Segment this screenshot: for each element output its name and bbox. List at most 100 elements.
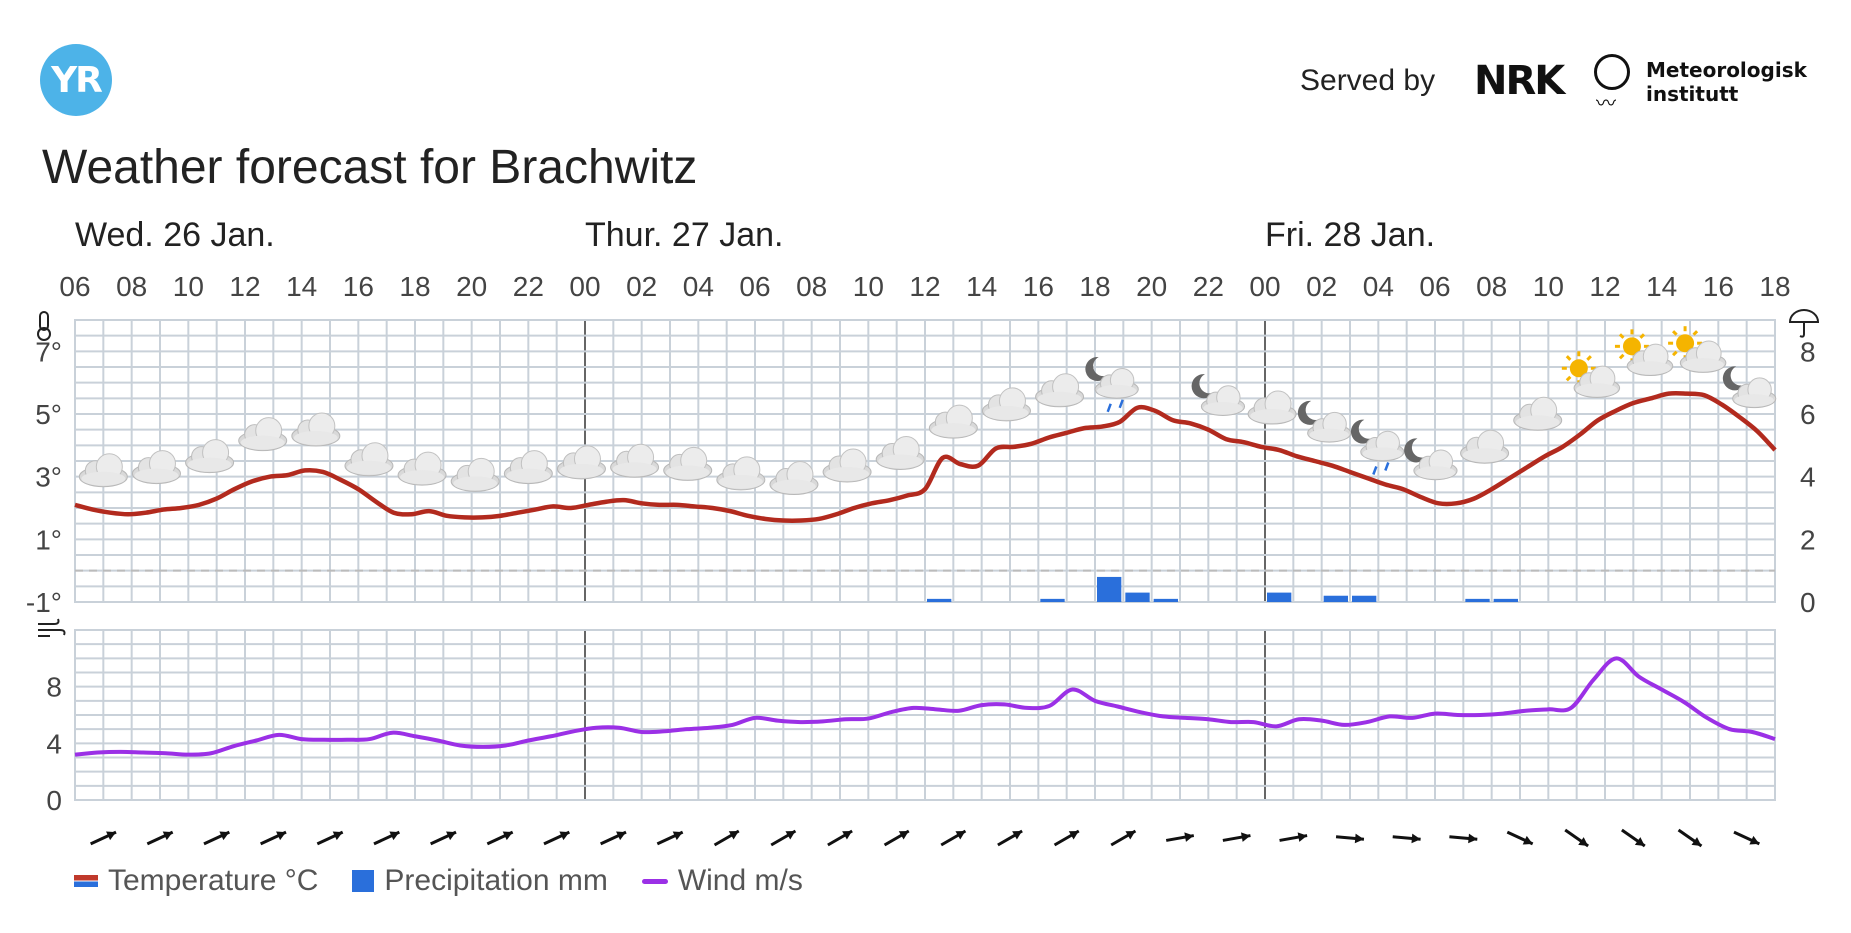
- hour-label: 00: [1249, 271, 1280, 302]
- legend-temperature-label: Temperature °C: [108, 864, 319, 897]
- hour-label: 22: [513, 271, 544, 302]
- temperature-swatch: [74, 875, 98, 887]
- arrow-head: [162, 831, 173, 841]
- arrow-head: [276, 831, 287, 841]
- sun-ray: [1672, 330, 1678, 336]
- cloud-part: [771, 479, 816, 494]
- arrow-head: [1240, 832, 1251, 842]
- page-title: Weather forecast for Brachwitz: [42, 141, 698, 194]
- cloud-part: [1096, 384, 1137, 398]
- hour-label: 18: [399, 271, 430, 302]
- temperature-tick: 7°: [35, 336, 62, 367]
- partly-cloudy-day-icon: [1561, 351, 1621, 398]
- met-circle-icon: [1594, 54, 1630, 90]
- legend-precipitation[interactable]: Precipitation mm: [352, 864, 608, 898]
- hour-label: 08: [1476, 271, 1507, 302]
- nrk-logo[interactable]: NRK: [1474, 58, 1565, 104]
- wind-arrow-icon: [1222, 832, 1251, 842]
- precipitation-tick: 6: [1800, 399, 1816, 430]
- legend-temperature[interactable]: Temperature °C: [74, 864, 318, 898]
- arrow-head: [1184, 832, 1194, 842]
- hour-label: 04: [683, 271, 714, 302]
- hour-label: 20: [456, 271, 487, 302]
- wind-strokes: [38, 618, 66, 637]
- arrow-head: [1749, 835, 1760, 845]
- rain-drop: [1372, 466, 1378, 475]
- wind-arrow-icon: [430, 830, 457, 846]
- cloudy-icon: [503, 450, 553, 485]
- wind-arrow-icon: [1053, 829, 1080, 847]
- arrow-head: [898, 831, 909, 840]
- wind-tick: 4: [46, 728, 62, 759]
- partly-cloudy-day-icon: [1668, 326, 1727, 373]
- legend-wind[interactable]: Wind m/s: [641, 864, 803, 898]
- arrow-head: [1468, 833, 1478, 844]
- wind-arrow-icon: [656, 830, 684, 846]
- arrow-head: [446, 831, 457, 841]
- cloudy-icon: [1247, 390, 1297, 425]
- hour-label: 06: [739, 271, 770, 302]
- precipitation-bar: [1153, 598, 1178, 602]
- wind-arrow-icon: [827, 829, 853, 847]
- wind-arrow-icon: [1733, 830, 1760, 846]
- arrow-head: [785, 831, 796, 840]
- arrow-head: [955, 831, 966, 840]
- precipitation-bar: [1323, 595, 1348, 602]
- hour-label: 14: [286, 271, 317, 302]
- wind-arrow-icon: [1279, 832, 1308, 842]
- cloud-part: [665, 465, 710, 480]
- legend-wind-label: Wind m/s: [677, 864, 803, 897]
- hour-label: 14: [966, 271, 997, 302]
- legend-precipitation-label: Precipitation mm: [384, 864, 608, 897]
- sun-core: [1622, 337, 1641, 356]
- cloud-part: [81, 471, 126, 486]
- umbrella-icon: [1788, 309, 1820, 338]
- wind-arrow-icon: [1165, 832, 1195, 842]
- thermometer-bulb: [37, 327, 51, 341]
- wind-arrow-icon: [146, 830, 174, 846]
- wind-arrow-icon: [997, 829, 1023, 847]
- legend: Temperature °C Precipitation mm Wind m/s: [74, 864, 803, 898]
- cloud-part: [506, 468, 551, 483]
- cloud-part: [400, 470, 445, 485]
- precipitation-swatch: [352, 870, 375, 892]
- cloudy-icon: [185, 439, 235, 474]
- precipitation-bar: [1493, 598, 1518, 602]
- arrow-head: [106, 831, 117, 841]
- hour-label: 04: [1363, 271, 1394, 302]
- wind-arrow-icon: [260, 830, 287, 846]
- arrow-head: [1012, 831, 1023, 840]
- hour-label: 20: [1136, 271, 1167, 302]
- cloud-part: [1250, 409, 1295, 424]
- yr-logo[interactable]: YR: [40, 44, 112, 116]
- wind-arrow-icon: [373, 830, 400, 846]
- wind-arrow-icon: [203, 830, 230, 846]
- cloudy-icon: [1513, 396, 1563, 431]
- precipitation-tick: 8: [1800, 336, 1816, 367]
- wind-arrow-icon: [1677, 828, 1703, 848]
- cloudy-icon: [875, 435, 925, 470]
- cloudy-icon: [610, 443, 660, 478]
- wind-arrow-icon: [1110, 829, 1137, 847]
- hour-label: 08: [796, 271, 827, 302]
- hour-label: 10: [1533, 271, 1564, 302]
- temperature-tick: 1°: [35, 524, 62, 555]
- temperature-tick: 5°: [35, 399, 62, 430]
- precipitation-bar: [1267, 592, 1292, 602]
- sun-ray: [1565, 375, 1572, 382]
- precipitation-bar: [1040, 598, 1065, 602]
- hour-label: 12: [229, 271, 260, 302]
- precipitation-tick: 0: [1800, 587, 1816, 618]
- partly-cloudy-night-rain-icon: [1085, 356, 1139, 413]
- cloudy-icon: [556, 445, 606, 480]
- cloud-part: [931, 423, 976, 438]
- sun-ray: [1565, 355, 1572, 361]
- partly-cloudy-night-icon: [1297, 400, 1352, 443]
- moon-shape: [1404, 438, 1427, 463]
- precipitation-bar: [1352, 595, 1377, 602]
- thermometer-body: [39, 311, 49, 331]
- hour-label: 08: [116, 271, 147, 302]
- arrow-head: [1578, 837, 1589, 847]
- wind-tick: 8: [46, 672, 62, 703]
